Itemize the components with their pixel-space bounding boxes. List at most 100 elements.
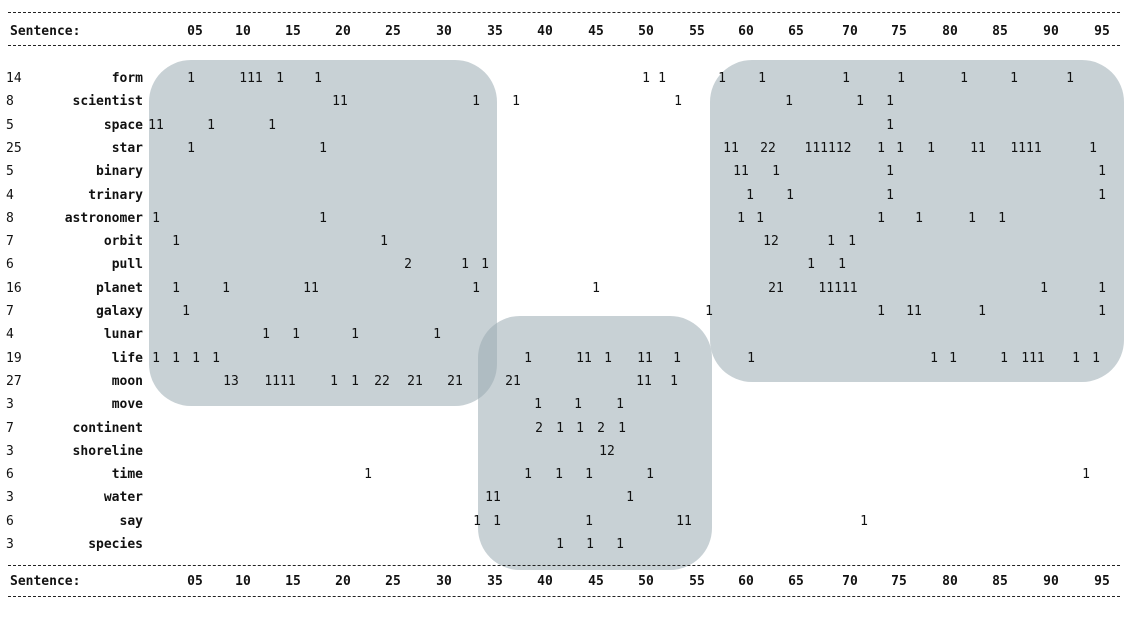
header-label: Sentence:: [10, 24, 81, 39]
sentence-tick: 05: [187, 574, 203, 589]
occurrence-cell: 1: [856, 94, 864, 110]
sentence-tick: 25: [385, 24, 401, 39]
occurrence-cell: 1: [172, 280, 180, 296]
term-row: 7 galaxy 1 1 1 11 1 1: [0, 304, 1136, 320]
sentence-tick: 75: [891, 24, 907, 39]
term-count: 27: [6, 373, 22, 389]
term-word: space: [103, 117, 143, 133]
occurrence-cell: 11111: [818, 280, 858, 296]
term-count: 4: [6, 187, 14, 203]
term-count: 7: [6, 304, 14, 319]
occurrence-cell: 1111: [264, 373, 296, 389]
term-count: 6: [6, 513, 14, 529]
occurrence-cell: 111: [239, 71, 263, 86]
sentence-tick: 20: [335, 574, 351, 589]
occurrence-cell: 1: [785, 94, 793, 110]
occurrence-cell: 1: [838, 257, 846, 273]
occurrence-cell: 1: [949, 350, 957, 366]
occurrence-cell: 1: [556, 420, 564, 436]
term-row: 19 life 1 1 1 1 1 11 1 11 1 1 1 1 1 111 1 1: [0, 351, 1136, 367]
occurrence-cell: 1: [319, 210, 327, 226]
term-count: 8: [6, 94, 14, 110]
header-row: Sentence: 05 10 15 20 25 30 35 40 45 50 55 60 65 70 75…: [0, 24, 1136, 40]
occurrence-cell: 1: [737, 210, 745, 226]
occurrence-cell: 1: [618, 420, 626, 436]
occurrence-cell: 1: [772, 164, 780, 180]
sentence-tick: 50: [638, 574, 654, 589]
occurrence-cell: 12: [599, 443, 615, 459]
occurrence-cell: 1: [262, 327, 270, 343]
term-row: 8 astronomer 1 1 1 1 1 1 1 1: [0, 211, 1136, 227]
occurrence-cell: 1: [1089, 140, 1097, 156]
occurrence-cell: 22: [374, 373, 390, 389]
sentence-tick: 60: [738, 574, 754, 589]
occurrence-cell: 1: [351, 327, 359, 343]
term-word: pull: [111, 257, 143, 273]
sentence-tick: 35: [487, 574, 503, 589]
sentence-tick: 15: [285, 24, 301, 39]
occurrence-cell: 1: [827, 234, 835, 250]
term-word: star: [111, 140, 143, 156]
header-rule: [8, 45, 1120, 46]
sentence-tick: 20: [335, 24, 351, 39]
occurrence-cell: 1: [646, 467, 654, 483]
term-row: 3 move 1 1 1: [0, 397, 1136, 413]
occurrence-cell: 1: [207, 117, 215, 133]
term-count: 3: [6, 397, 14, 413]
occurrence-cell: 1: [1098, 280, 1106, 296]
occurrence-cell: 1: [461, 257, 469, 273]
occurrence-cell: 1: [1000, 350, 1008, 366]
occurrence-cell: 11: [576, 350, 592, 366]
sentence-tick: 80: [942, 24, 958, 39]
occurrence-cell: 1: [842, 71, 850, 86]
sentence-tick: 40: [537, 574, 553, 589]
term-count: 7: [6, 234, 14, 250]
occurrence-cell: 2: [404, 257, 412, 273]
occurrence-cell: 1: [915, 210, 923, 226]
sentence-tick: 10: [235, 574, 251, 589]
term-count: 6: [6, 467, 14, 483]
sentence-tick: 45: [588, 24, 604, 39]
occurrence-cell: 1: [364, 467, 372, 483]
occurrence-cell: 111112: [804, 140, 852, 156]
occurrence-cell: 1: [756, 210, 764, 226]
occurrence-cell: 1: [758, 71, 766, 86]
term-row: 6 say 1 1 1 11 1: [0, 514, 1136, 530]
occurrence-cell: 1: [1010, 71, 1018, 86]
term-word: binary: [96, 164, 143, 180]
sentence-tick: 30: [436, 574, 452, 589]
term-row: 7 continent 2 1 1 2 1: [0, 421, 1136, 437]
occurrence-cell: 11: [676, 513, 692, 529]
occurrence-cell: 1: [886, 164, 894, 180]
occurrence-cell: 1: [314, 71, 322, 86]
occurrence-cell: 1: [746, 187, 754, 203]
bottom-rule: [8, 596, 1120, 597]
term-word: trinary: [88, 187, 143, 203]
sentence-tick: 05: [187, 24, 203, 39]
term-matrix: 14 form 1 111 1 1 1 1 1 1 1 1 1 1 1 8 scientist 11 1 1 1 1 1 1 5…: [0, 71, 1136, 561]
term-row: 25 star 1 1 11 22 111112 1 1 1 11 1111 1: [0, 141, 1136, 157]
sentence-tick: 90: [1043, 574, 1059, 589]
occurrence-cell: 1: [673, 350, 681, 366]
sentence-tick: 25: [385, 574, 401, 589]
occurrence-cell: 1: [212, 350, 220, 366]
occurrence-cell: 1: [998, 210, 1006, 226]
occurrence-cell: 1: [674, 94, 682, 110]
term-row: 7 orbit 1 1 12 1 1: [0, 234, 1136, 250]
occurrence-cell: 1: [472, 94, 480, 110]
term-row: 14 form 1 111 1 1 1 1 1 1 1 1 1 1 1: [0, 71, 1136, 87]
term-count: 19: [6, 350, 22, 366]
term-row: 4 lunar 1 1 1 1: [0, 327, 1136, 343]
occurrence-cell: 1: [1098, 304, 1106, 319]
term-word: form: [111, 71, 143, 86]
occurrence-cell: 1: [978, 304, 986, 319]
occurrence-cell: 1: [524, 467, 532, 483]
term-word: moon: [111, 373, 143, 389]
occurrence-cell: 1: [1072, 350, 1080, 366]
occurrence-cell: 1: [626, 490, 634, 506]
occurrence-cell: 1: [1040, 280, 1048, 296]
occurrence-cell: 1: [524, 350, 532, 366]
sentence-tick: 65: [788, 24, 804, 39]
occurrence-cell: 11: [723, 140, 739, 156]
occurrence-cell: 111: [1021, 350, 1045, 366]
